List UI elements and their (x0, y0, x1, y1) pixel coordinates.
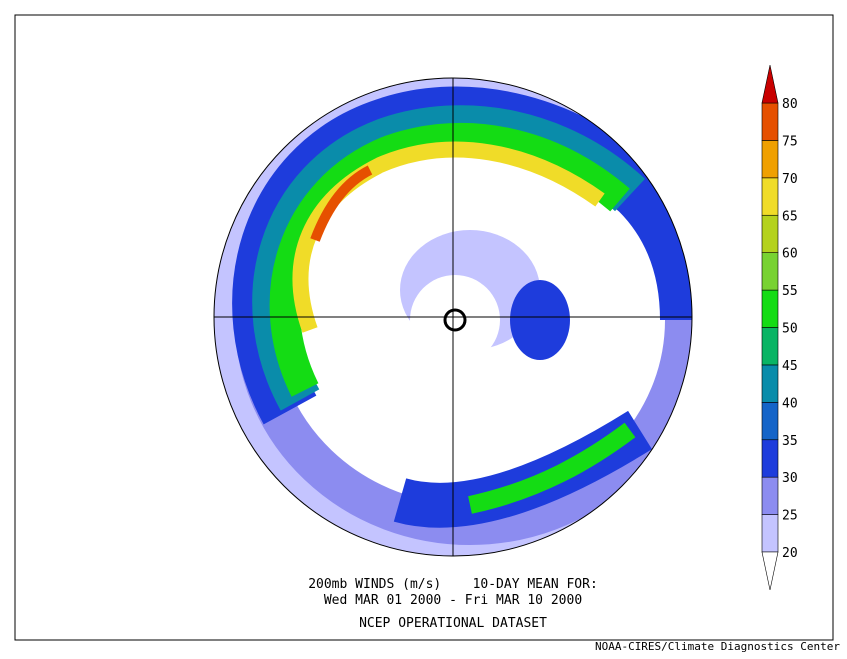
caption-line: NCEP OPERATIONAL DATASET (359, 616, 547, 631)
colorbar-label: 65 (782, 209, 798, 224)
colorbar-label: 30 (782, 471, 798, 486)
colorbar-label: 25 (782, 509, 798, 524)
caption-line: Wed MAR 01 2000 - Fri MAR 10 2000 (324, 593, 582, 608)
colorbar-bin (761, 214, 779, 253)
colorbar-label: 20 (782, 546, 798, 561)
colorbar-bin (761, 252, 779, 291)
colorbar-label: 40 (782, 396, 798, 411)
credit: NOAA-CIRES/Climate Diagnostics Center (595, 640, 840, 653)
colorbar-under (761, 551, 779, 591)
colorbar-bin (761, 476, 779, 515)
colorbar-bin (761, 327, 779, 366)
colorbar-bin (761, 177, 779, 216)
colorbar-label: 45 (782, 359, 798, 374)
globe-outline (213, 77, 693, 557)
colorbar-bin (761, 364, 779, 403)
colorbar: 20 25 30 35 40 45 50 55 60 65 70 75 80 (761, 64, 798, 591)
colorbar-label: 70 (782, 172, 798, 187)
caption-line: 200mb WINDS (m/s) 10-DAY MEAN FOR: (308, 577, 598, 592)
colorbar-label: 50 (782, 322, 798, 337)
colorbar-label: 60 (782, 247, 798, 262)
colorbar-label: 75 (782, 134, 798, 149)
colorbar-label: 80 (782, 97, 798, 112)
colorbar-bin (761, 402, 779, 441)
colorbar-over (761, 64, 779, 104)
colorbar-bin (761, 514, 779, 553)
colorbar-bin (761, 439, 779, 478)
colorbar-label: 55 (782, 284, 798, 299)
colorbar-bin (761, 102, 779, 141)
frame (14, 14, 834, 641)
colorbar-label: 35 (782, 434, 798, 449)
map (214, 78, 692, 556)
colorbar-bin (761, 140, 779, 179)
colorbar-bin (761, 289, 779, 328)
